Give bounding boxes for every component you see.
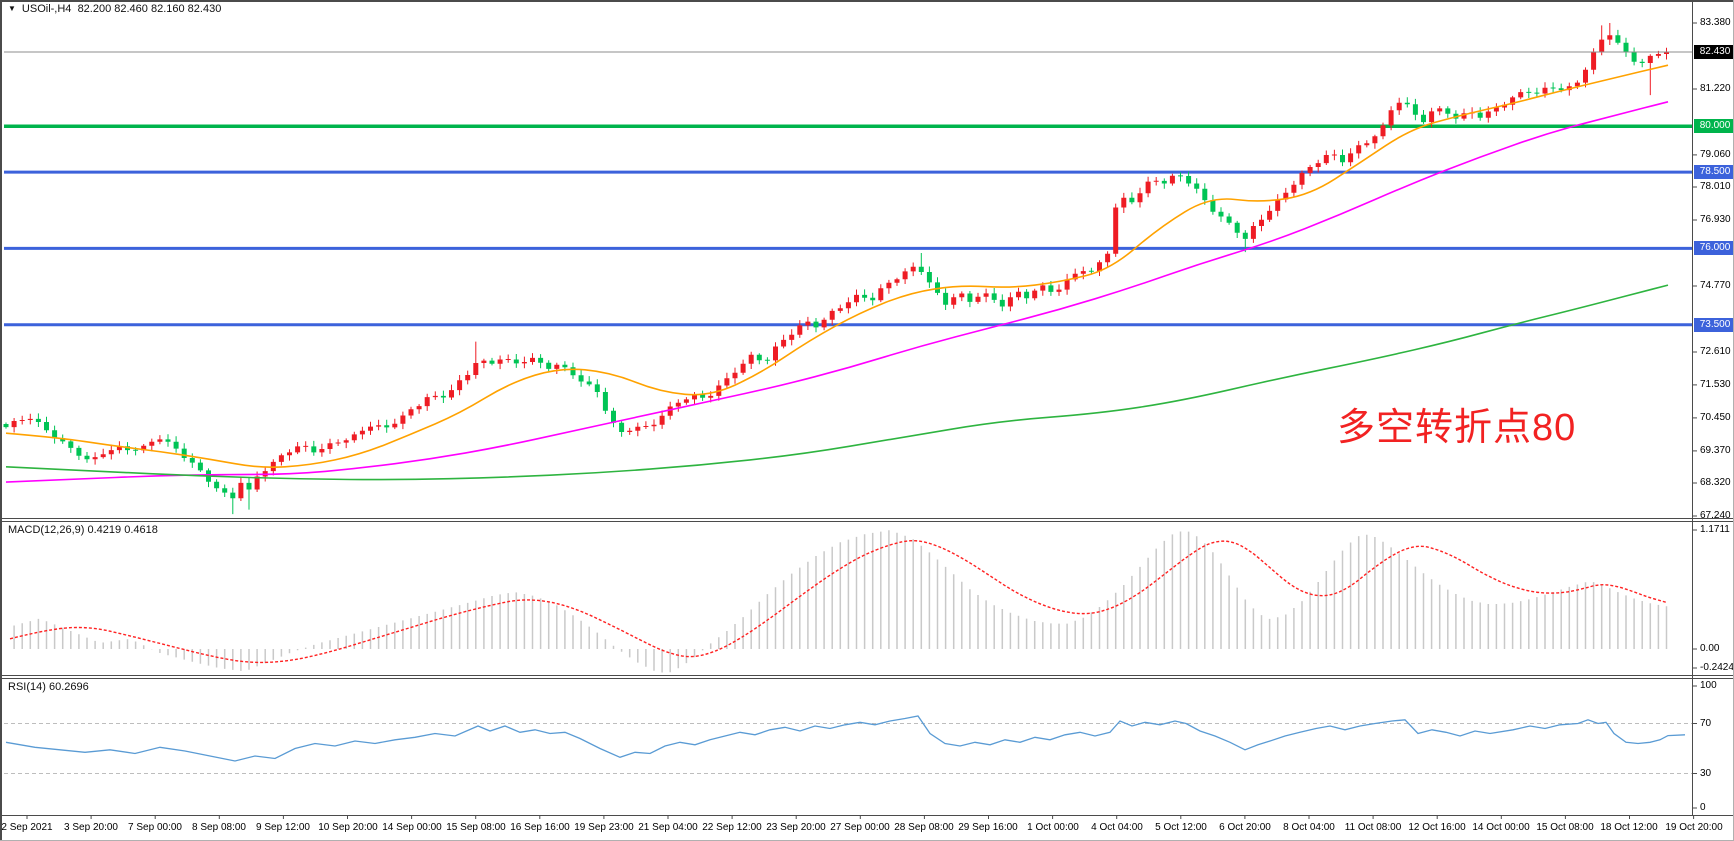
chart-title-row: ▼ USOil-,H4 82.200 82.460 82.160 82.430: [8, 3, 221, 15]
level-price-badge: 78.500: [1694, 165, 1734, 179]
bullish-candle-bodies: [11, 35, 1669, 499]
price-axis-label: 71.530: [1700, 379, 1731, 390]
macd-value-signal: 0.4618: [124, 524, 158, 536]
time-axis[interactable]: [0, 816, 1734, 841]
time-axis-label: 14 Oct 00:00: [1472, 822, 1530, 833]
time-axis-label: 1 Oct 00:00: [1027, 822, 1079, 833]
time-axis-label: 6 Oct 20:00: [1219, 822, 1271, 833]
price-axis-line: [1692, 0, 1693, 815]
time-axis-label: 15 Oct 08:00: [1536, 822, 1594, 833]
rsi-label: RSI(14): [8, 681, 46, 693]
price-axis-label: 69.370: [1700, 445, 1731, 456]
rsi-label-row: RSI(14) 60.2696: [8, 681, 89, 693]
ohlc-values: 82.200 82.460 82.160 82.430: [77, 3, 222, 15]
price-axis-label: 76.930: [1700, 214, 1731, 225]
time-axis-label: 21 Sep 04:00: [638, 822, 698, 833]
ma-mid-line: [5, 101, 1669, 483]
macd-signal-line: [9, 540, 1667, 664]
price-axis-label: 74.770: [1700, 280, 1731, 291]
macd-label: MACD(12,26,9): [8, 524, 85, 536]
macd-axis-label: 1.1711: [1700, 524, 1730, 535]
level-price-badge: 76.000: [1694, 241, 1734, 255]
price-axis-label: 72.610: [1700, 346, 1731, 357]
price-axis-label: 68.320: [1700, 477, 1731, 488]
panel-separator-main-macd[interactable]: [0, 518, 1734, 522]
time-axis-label: 29 Sep 16:00: [958, 822, 1018, 833]
rsi-axis-label: 30: [1700, 768, 1712, 779]
time-axis-label: 19 Oct 20:00: [1665, 822, 1723, 833]
price-axis-label: 70.450: [1700, 412, 1731, 423]
level-price-badge: 80.000: [1694, 119, 1734, 133]
ma-slow-line: [5, 284, 1669, 481]
macd-label-row: MACD(12,26,9) 0.4219 0.4618: [8, 524, 158, 536]
time-axis-label: 19 Sep 23:00: [574, 822, 634, 833]
price-axis-label: 83.380: [1700, 17, 1731, 28]
time-axis-label: 23 Sep 20:00: [766, 822, 826, 833]
time-axis-label: 4 Oct 04:00: [1091, 822, 1143, 833]
macd-value-main: 0.4219: [87, 524, 122, 536]
time-axis-label: 7 Sep 00:00: [128, 822, 182, 833]
rsi-value: 60.2696: [48, 681, 89, 693]
time-axis-label: 3 Sep 20:00: [64, 822, 118, 833]
macd-histogram: [13, 530, 1668, 673]
macd-axis-label: -0.2424: [1700, 662, 1734, 673]
time-axis-label: 28 Sep 08:00: [894, 822, 954, 833]
level-price-badge: 73.500: [1694, 318, 1734, 332]
time-axis-label: 9 Sep 12:00: [256, 822, 310, 833]
time-axis-label: 2 Sep 2021: [1, 822, 53, 833]
rsi-axis-label: 0: [1700, 802, 1706, 813]
rsi-axis-label: 70: [1700, 718, 1712, 729]
time-axis-label: 18 Oct 12:00: [1600, 822, 1658, 833]
time-axis-label: 16 Sep 16:00: [510, 822, 570, 833]
symbol-period-label: USOil-,H4: [21, 3, 72, 15]
chart-annotation-text[interactable]: 多空转折点80: [1337, 407, 1577, 449]
time-axis-label: 8 Sep 08:00: [192, 822, 246, 833]
time-axis-label: 5 Oct 12:00: [1155, 822, 1207, 833]
time-axis-label: 11 Oct 08:00: [1344, 822, 1402, 833]
chart-collapse-icon[interactable]: ▼: [8, 4, 16, 13]
price-axis-label: 67.240: [1700, 510, 1731, 521]
time-axis-label: 15 Sep 08:00: [446, 822, 506, 833]
time-axis-label: 22 Sep 12:00: [702, 822, 762, 833]
time-axis-label: 12 Oct 16:00: [1408, 822, 1466, 833]
macd-axis-label: 0.00: [1700, 643, 1720, 654]
time-axis-line: [0, 815, 1734, 816]
price-axis[interactable]: [1692, 0, 1734, 815]
time-axis-label: 8 Oct 04:00: [1283, 822, 1335, 833]
ma-fast-line: [5, 64, 1669, 468]
current-price-badge: 82.430: [1694, 45, 1734, 59]
price-axis-label: 78.010: [1700, 181, 1731, 192]
rsi-axis-label: 100: [1700, 680, 1717, 691]
window-border-left: [0, 0, 2, 841]
price-axis-label: 81.220: [1700, 83, 1731, 94]
window-border-top: [0, 0, 1734, 2]
price-axis-label: 79.060: [1700, 149, 1731, 160]
time-axis-label: 10 Sep 20:00: [318, 822, 378, 833]
panel-separator-macd-rsi[interactable]: [0, 675, 1734, 679]
rsi-line: [5, 715, 1686, 762]
time-axis-label: 14 Sep 00:00: [382, 822, 442, 833]
time-axis-label: 27 Sep 00:00: [830, 822, 890, 833]
